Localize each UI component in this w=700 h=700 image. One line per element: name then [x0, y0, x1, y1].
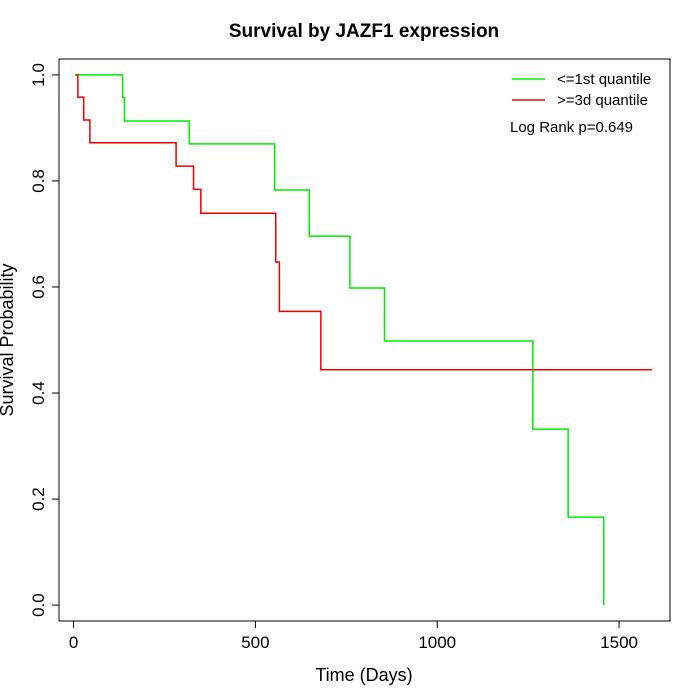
x-axis-label: Time (Days) — [315, 665, 412, 685]
chart-title: Survival by JAZF1 expression — [229, 21, 499, 42]
legend: <=1st quantile >=3d quantile — [512, 71, 651, 109]
series-line-0 — [75, 74, 605, 606]
y-tick-label: 0.2 — [29, 487, 48, 511]
x-tick-label: 1500 — [600, 633, 638, 652]
y-tick-label: 0.0 — [29, 593, 48, 617]
y-axis: 0.0 0.2 0.4 0.6 0.8 1.0 — [29, 63, 60, 617]
y-tick-label: 0.6 — [29, 275, 48, 299]
y-tick-label: 0.4 — [29, 381, 48, 405]
x-tick-label: 500 — [241, 633, 269, 652]
series-layer — [75, 74, 652, 606]
x-tick-label: 1000 — [418, 633, 456, 652]
y-axis-label: Survival Probability — [0, 263, 17, 416]
legend-label-0: <=1st quantile — [557, 71, 651, 88]
legend-label-1: >=3d quantile — [557, 92, 648, 109]
log-rank-annotation: Log Rank p=0.649 — [510, 119, 633, 136]
series-line-1 — [75, 74, 652, 371]
x-tick-label: 0 — [69, 633, 78, 652]
x-axis: 0 500 1000 1500 — [69, 620, 638, 652]
y-tick-label: 1.0 — [29, 63, 48, 87]
y-tick-label: 0.8 — [29, 169, 48, 193]
